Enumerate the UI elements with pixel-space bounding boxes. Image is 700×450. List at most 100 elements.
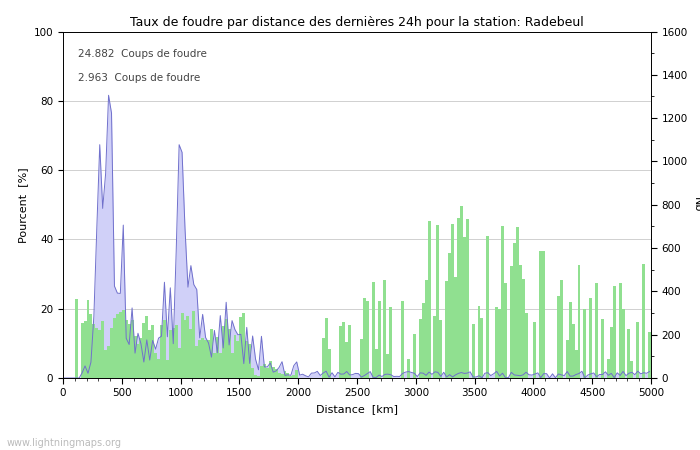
Bar	[102, 321, 104, 378]
Bar	[87, 300, 90, 378]
Bar	[251, 368, 254, 378]
Bar	[274, 369, 278, 378]
Bar	[131, 320, 134, 378]
Bar	[295, 370, 298, 378]
Bar	[263, 364, 266, 378]
Bar	[110, 328, 113, 378]
Bar	[457, 218, 460, 378]
Bar	[146, 316, 148, 378]
Bar	[413, 333, 416, 378]
Text: www.lightningmaps.org: www.lightningmaps.org	[7, 438, 122, 448]
Bar	[260, 366, 263, 378]
Bar	[286, 373, 289, 378]
Bar	[198, 340, 201, 378]
Bar	[575, 350, 577, 378]
Bar	[134, 336, 136, 378]
Bar	[583, 309, 587, 378]
Bar	[425, 280, 428, 378]
Bar	[75, 299, 78, 378]
Bar	[328, 349, 330, 378]
Bar	[589, 298, 592, 378]
Bar	[407, 360, 410, 378]
Bar	[642, 264, 645, 378]
Bar	[542, 251, 545, 378]
Bar	[607, 359, 610, 378]
Y-axis label: Pourcent  [%]: Pourcent [%]	[18, 167, 28, 243]
Bar	[169, 330, 172, 378]
Bar	[245, 341, 248, 378]
Bar	[631, 360, 634, 378]
Bar	[151, 325, 154, 378]
Bar	[595, 284, 598, 378]
Bar	[98, 329, 102, 378]
Bar	[463, 237, 466, 378]
Bar	[454, 278, 457, 378]
Bar	[116, 314, 119, 378]
Bar	[163, 320, 166, 378]
Bar	[92, 324, 95, 378]
Bar	[472, 324, 475, 378]
Bar	[160, 324, 163, 378]
Bar	[95, 328, 98, 378]
Bar	[363, 298, 366, 378]
Bar	[366, 301, 369, 378]
Bar	[445, 281, 448, 378]
Bar	[566, 340, 568, 378]
Bar	[486, 236, 489, 378]
Bar	[248, 344, 251, 378]
Bar	[619, 283, 622, 378]
Bar	[322, 338, 325, 378]
Bar	[219, 353, 222, 378]
Bar	[125, 320, 127, 378]
Title: Taux de foudre par distance des dernières 24h pour la station: Radebeul: Taux de foudre par distance des dernière…	[130, 16, 584, 29]
Bar	[254, 375, 257, 378]
Bar	[622, 309, 624, 378]
Bar	[201, 338, 204, 378]
Bar	[389, 307, 392, 378]
Bar	[107, 346, 110, 378]
Bar	[348, 324, 351, 378]
Bar	[80, 323, 83, 378]
Bar	[239, 316, 242, 378]
Bar	[578, 266, 580, 378]
Bar	[522, 279, 524, 378]
Bar	[157, 360, 160, 378]
Bar	[451, 224, 454, 378]
Bar	[601, 319, 604, 378]
Bar	[272, 367, 274, 378]
Bar	[539, 251, 542, 378]
Bar	[560, 279, 563, 378]
Bar	[513, 243, 516, 378]
Bar	[342, 322, 345, 378]
Bar	[166, 360, 169, 378]
Bar	[440, 320, 442, 378]
Bar	[572, 324, 575, 378]
Bar	[401, 301, 404, 378]
Bar	[460, 206, 463, 378]
Bar	[374, 349, 377, 378]
Bar	[568, 302, 572, 378]
Bar	[495, 307, 498, 378]
Bar	[257, 376, 260, 378]
Text: 24.882  Coups de foudre: 24.882 Coups de foudre	[78, 49, 206, 59]
Bar	[225, 319, 228, 378]
Bar	[230, 353, 234, 378]
Bar	[195, 346, 198, 378]
Bar	[183, 320, 186, 378]
Bar	[612, 286, 616, 378]
Bar	[498, 309, 501, 378]
Bar	[281, 374, 284, 378]
Bar	[501, 226, 504, 378]
Bar	[90, 314, 92, 378]
Bar	[384, 280, 386, 378]
Bar	[325, 318, 328, 378]
Bar	[340, 326, 342, 378]
X-axis label: Distance  [km]: Distance [km]	[316, 404, 398, 414]
Bar	[480, 318, 484, 378]
Bar	[284, 371, 286, 378]
Bar	[372, 282, 375, 378]
Bar	[242, 313, 245, 378]
Bar	[636, 322, 639, 378]
Bar	[210, 328, 213, 378]
Bar	[181, 313, 183, 378]
